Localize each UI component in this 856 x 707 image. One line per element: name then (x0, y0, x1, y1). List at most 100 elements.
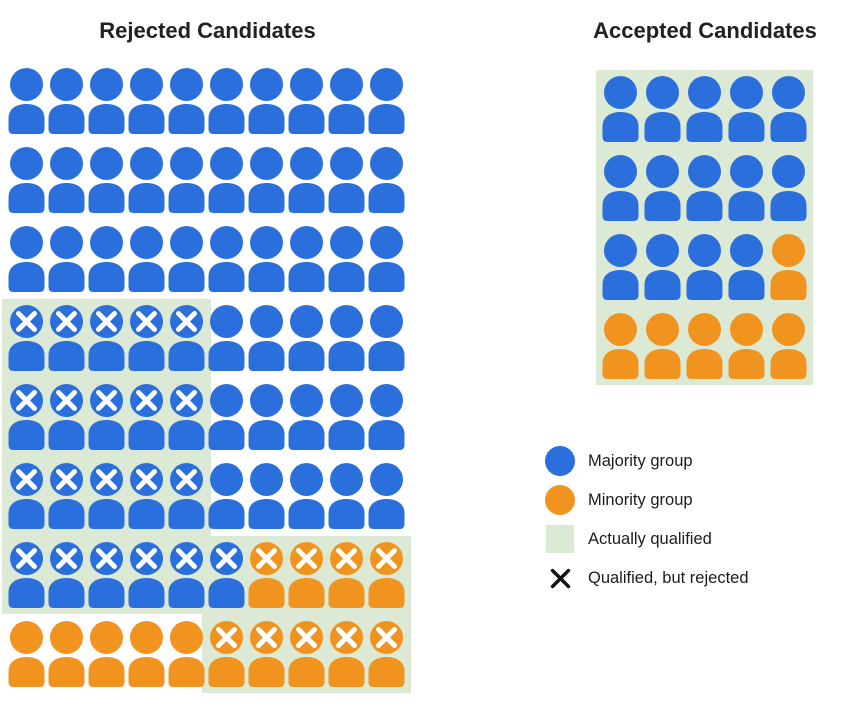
legend-item-qualified-but-rejected: Qualified, but rejected (545, 563, 749, 593)
person-icon-majority (728, 76, 765, 142)
person-icon-minority-crossed (328, 621, 365, 687)
person-icon-majority (686, 155, 723, 221)
person-icon-majority (602, 234, 639, 300)
person-icon-majority-crossed (128, 542, 165, 608)
person-icon-majority-crossed (8, 463, 45, 529)
person-icon-majority-crossed (48, 384, 85, 450)
legend-label: Qualified, but rejected (588, 568, 749, 587)
person-icon-minority (128, 621, 165, 687)
person-icon-minority-crossed (328, 542, 365, 608)
person-icon-majority-crossed (8, 542, 45, 608)
person-icon-majority (602, 155, 639, 221)
person-icon-majority-crossed (88, 384, 125, 450)
legend-label: Actually qualified (588, 529, 712, 548)
person-icon-majority (368, 305, 405, 371)
person-icon-majority (368, 384, 405, 450)
legend-item-actually-qualified: Actually qualified (545, 524, 749, 554)
person-icon-majority (48, 68, 85, 134)
person-icon-majority-crossed (48, 542, 85, 608)
person-icon-majority-crossed (168, 305, 205, 371)
person-icon-minority (8, 621, 45, 687)
person-icon-majority (248, 463, 285, 529)
person-icon-majority-crossed (168, 463, 205, 529)
person-icon-minority (686, 313, 723, 379)
person-icon-majority (328, 68, 365, 134)
person-icon-majority (368, 463, 405, 529)
person-icon-majority-crossed (88, 463, 125, 529)
person-icon-majority-crossed (128, 384, 165, 450)
person-icon-majority (728, 234, 765, 300)
person-icon-majority-crossed (208, 542, 245, 608)
person-icon-majority (248, 147, 285, 213)
person-icon-majority-crossed (128, 463, 165, 529)
person-icon-majority (644, 76, 681, 142)
person-icon-majority (128, 226, 165, 292)
person-icon-majority (128, 147, 165, 213)
person-icon-majority (248, 226, 285, 292)
rejected-candidates-title: Rejected Candidates (99, 18, 316, 43)
person-icon-majority (368, 226, 405, 292)
person-icon-majority (288, 147, 325, 213)
person-icon-majority (328, 226, 365, 292)
minority-group-swatch (545, 485, 575, 515)
person-icon-minority-crossed (288, 542, 325, 608)
person-icon-majority-crossed (168, 384, 205, 450)
person-icon-majority (8, 68, 45, 134)
person-icon-minority (728, 313, 765, 379)
person-icon-majority (288, 384, 325, 450)
person-icon-majority-crossed (48, 463, 85, 529)
legend-item-majority-group: Majority group (545, 446, 749, 476)
person-icon-majority (248, 384, 285, 450)
majority-group-swatch (545, 446, 575, 476)
person-icon-majority-crossed (88, 305, 125, 371)
person-icon-majority (208, 147, 245, 213)
person-icon-majority (168, 68, 205, 134)
person-icon-majority-crossed (48, 305, 85, 371)
legend-label: Majority group (588, 451, 693, 470)
person-icon-majority (368, 68, 405, 134)
qualified-rejected-x-icon (545, 563, 575, 593)
legend: Majority group Minority group Actually qua… (545, 446, 749, 593)
person-icon-minority-crossed (208, 621, 245, 687)
person-icon-majority (8, 226, 45, 292)
person-icon-minority-crossed (288, 621, 325, 687)
person-icon-majority (128, 68, 165, 134)
person-icon-majority (770, 76, 807, 142)
person-icon-majority (168, 147, 205, 213)
person-icon-majority (328, 147, 365, 213)
person-icon-majority (208, 463, 245, 529)
person-icon-minority-crossed (368, 542, 405, 608)
person-icon-majority (248, 305, 285, 371)
legend-item-minority-group: Minority group (545, 485, 749, 515)
person-icon-minority-crossed (248, 542, 285, 608)
person-icon-majority (88, 147, 125, 213)
person-icon-majority-crossed (168, 542, 205, 608)
person-icon-minority-crossed (248, 621, 285, 687)
person-icon-majority (644, 234, 681, 300)
person-icon-majority (644, 155, 681, 221)
person-icon-majority (208, 226, 245, 292)
person-icon-majority (288, 305, 325, 371)
person-icon-majority (48, 226, 85, 292)
person-icon-majority-crossed (88, 542, 125, 608)
person-icon-majority (770, 155, 807, 221)
person-icon-minority (88, 621, 125, 687)
person-icon-majority (686, 234, 723, 300)
person-icon-majority (88, 226, 125, 292)
person-icon-minority (770, 234, 807, 300)
person-icon-minority (602, 313, 639, 379)
person-icon-minority-crossed (368, 621, 405, 687)
actually-qualified-swatch (546, 525, 574, 553)
person-icon-majority (88, 68, 125, 134)
person-icon-majority (288, 226, 325, 292)
person-icon-majority (208, 384, 245, 450)
person-icon-minority (168, 621, 205, 687)
accepted-candidates-title: Accepted Candidates (593, 18, 817, 43)
person-icon-majority-crossed (128, 305, 165, 371)
person-icon-majority (728, 155, 765, 221)
person-icon-majority (602, 76, 639, 142)
person-icon-majority (288, 68, 325, 134)
